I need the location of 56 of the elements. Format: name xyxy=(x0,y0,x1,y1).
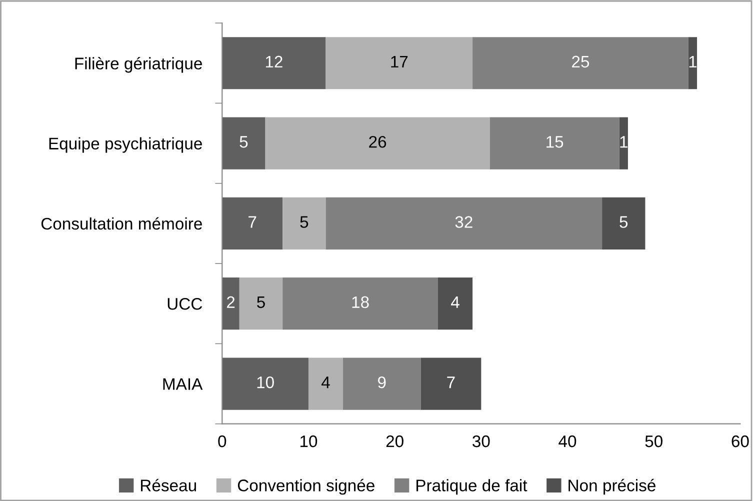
data-label: 15 xyxy=(546,136,564,148)
data-label: 2 xyxy=(226,296,235,308)
bar xyxy=(326,37,473,90)
legend-label: Pratique de fait xyxy=(416,479,528,495)
data-label: 5 xyxy=(240,136,248,148)
bar xyxy=(326,197,602,250)
bar xyxy=(308,358,344,410)
data-label: 7 xyxy=(248,216,256,228)
y-tick-label: MAIA xyxy=(163,378,203,390)
data-label: 32 xyxy=(455,216,472,228)
bar xyxy=(265,117,490,170)
x-tick-label: 30 xyxy=(472,435,490,448)
x-tick-label: 60 xyxy=(732,435,749,448)
bar xyxy=(420,358,482,410)
x-tick-label: 40 xyxy=(558,435,576,448)
bar xyxy=(222,197,283,250)
bar xyxy=(472,37,688,90)
bar xyxy=(222,37,326,90)
bar xyxy=(239,278,283,330)
data-label: 7 xyxy=(447,376,455,388)
x-tick-label: 0 xyxy=(218,435,226,448)
bar xyxy=(222,117,266,170)
bar xyxy=(688,37,698,90)
bar xyxy=(222,278,240,330)
legend-label: Réseau xyxy=(141,478,196,492)
data-label: 12 xyxy=(266,56,282,68)
data-label: 1 xyxy=(689,56,697,68)
y-tick-label: Equipe psychiatrique xyxy=(49,137,202,153)
bar xyxy=(619,117,628,170)
legend-label: Convention signée xyxy=(238,478,374,495)
data-label: 18 xyxy=(352,296,369,308)
data-label: 17 xyxy=(391,56,408,68)
x-tick-label: 50 xyxy=(645,435,662,448)
bar xyxy=(438,278,473,330)
y-tick-label: Consultation mémoire xyxy=(41,217,202,230)
bar xyxy=(222,358,308,410)
bar xyxy=(343,358,421,410)
data-label: 26 xyxy=(369,136,386,148)
data-label: 1 xyxy=(620,136,628,148)
y-tick-label: Filière gériatrique xyxy=(75,56,202,73)
y-tick-label: UCC xyxy=(168,298,202,310)
bar xyxy=(282,278,438,330)
x-tick-label: 20 xyxy=(386,435,404,448)
bar xyxy=(602,197,646,250)
data-label: 5 xyxy=(257,296,265,308)
data-label: 9 xyxy=(378,376,386,388)
data-label: 4 xyxy=(451,296,460,308)
bar xyxy=(282,197,326,250)
data-label: 25 xyxy=(572,56,590,68)
data-label: 4 xyxy=(321,376,330,388)
data-label: 5 xyxy=(620,216,628,228)
legend-label: Non précisé xyxy=(568,478,656,495)
x-tick-label: 10 xyxy=(300,435,318,448)
data-label: 10 xyxy=(257,376,274,388)
bar xyxy=(490,117,620,170)
data-label: 5 xyxy=(300,216,308,228)
